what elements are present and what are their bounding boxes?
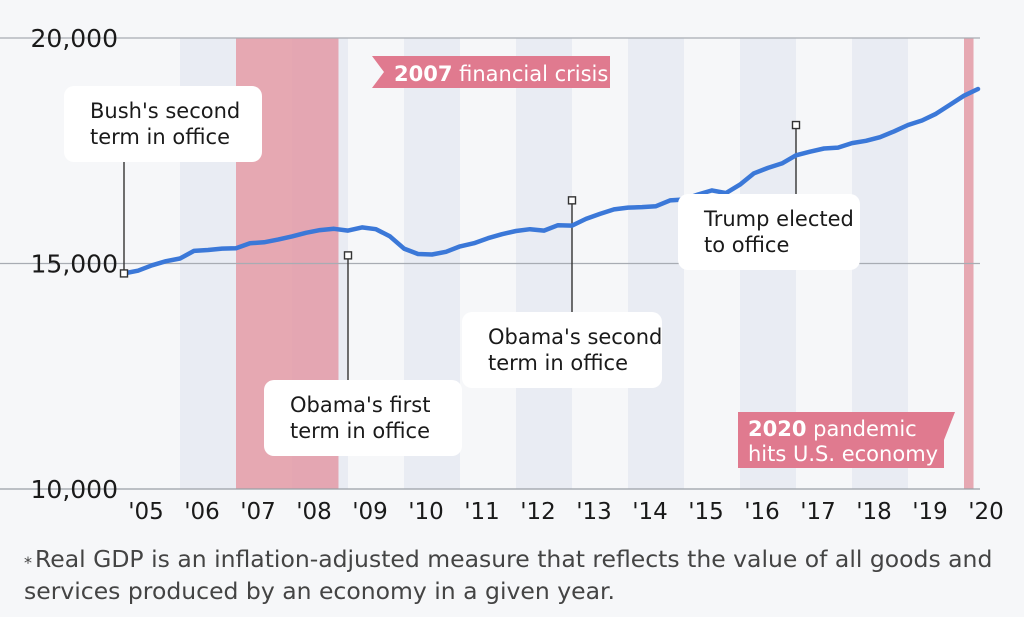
x-tick-label: '18 xyxy=(856,499,892,525)
label-pandemic-text: hits U.S. economy xyxy=(748,442,938,466)
data-marker xyxy=(119,269,129,278)
footnote: * Real GDP is an inflation-adjusted measu… xyxy=(24,543,1014,607)
x-tick-label: '09 xyxy=(352,499,388,525)
x-tick-label: '10 xyxy=(408,499,444,525)
callout-trump-box xyxy=(678,194,860,270)
x-tick-label: '15 xyxy=(688,499,724,525)
label-pandemic-ribbon xyxy=(738,412,955,468)
x-tick-label: '16 xyxy=(744,499,780,525)
x-axis-tick-labels: '05 '06 '07 '08 '09 '10 '11 '12 '13 '14 '15 '16 '17 '… xyxy=(128,499,1004,525)
callout-obama-second-text: term in office xyxy=(488,351,628,375)
x-tick-label: '20 xyxy=(968,499,1004,525)
data-markers xyxy=(119,120,801,278)
callout-trump-text: to office xyxy=(704,233,789,257)
x-tick-label: '13 xyxy=(576,499,612,525)
callout-obama-first-box xyxy=(264,380,462,456)
footnote-text: Real GDP is an inflation-adjusted measur… xyxy=(24,545,993,605)
footnote-marker: * xyxy=(24,553,32,572)
x-tick-label: '14 xyxy=(632,499,668,525)
x-tick-label: '05 xyxy=(128,499,164,525)
data-marker xyxy=(791,120,801,130)
callout-trump-text: Trump elected xyxy=(703,207,854,231)
callout-bush-box xyxy=(64,86,262,162)
x-tick-label: '17 xyxy=(800,499,836,525)
label-financial-crisis: 2007 financial crisis xyxy=(372,56,610,88)
x-tick-label: '11 xyxy=(464,499,500,525)
x-tick-label: '08 xyxy=(296,499,332,525)
y-axis-tick-labels: 20,000 15,000 10,000 xyxy=(31,24,118,504)
callout-bush-text: term in office xyxy=(90,125,230,149)
x-tick-label: '19 xyxy=(912,499,948,525)
x-tick-label: '12 xyxy=(520,499,556,525)
x-tick-label: '06 xyxy=(184,499,220,525)
annotation-leader-lines xyxy=(123,125,797,380)
x-tick-label: '07 xyxy=(240,499,276,525)
data-marker xyxy=(567,196,577,205)
label-financial-crisis-text: 2007 financial crisis xyxy=(394,62,608,86)
gdp-series xyxy=(121,86,981,276)
y-tick-label: 15,000 xyxy=(31,250,118,279)
gdp-line-chart: 20,000 15,000 10,000 '05 '06 '07 '08 '09 '10 '11… xyxy=(0,24,1004,525)
callout-obama-first-text: Obama's first xyxy=(290,393,430,417)
label-pandemic-text: 2020 pandemic xyxy=(748,417,917,441)
gdp-line xyxy=(121,86,981,276)
data-marker xyxy=(343,251,353,260)
callout-bush-text: Bush's second xyxy=(90,99,240,123)
y-tick-label: 10,000 xyxy=(31,475,118,504)
y-tick-label: 20,000 xyxy=(31,24,118,53)
callout-obama-second-box xyxy=(462,312,662,388)
label-financial-crisis-ribbon xyxy=(372,56,610,88)
callout-obama-first-text: term in office xyxy=(290,419,430,443)
callout-obama-second-text: Obama's second xyxy=(488,325,662,349)
